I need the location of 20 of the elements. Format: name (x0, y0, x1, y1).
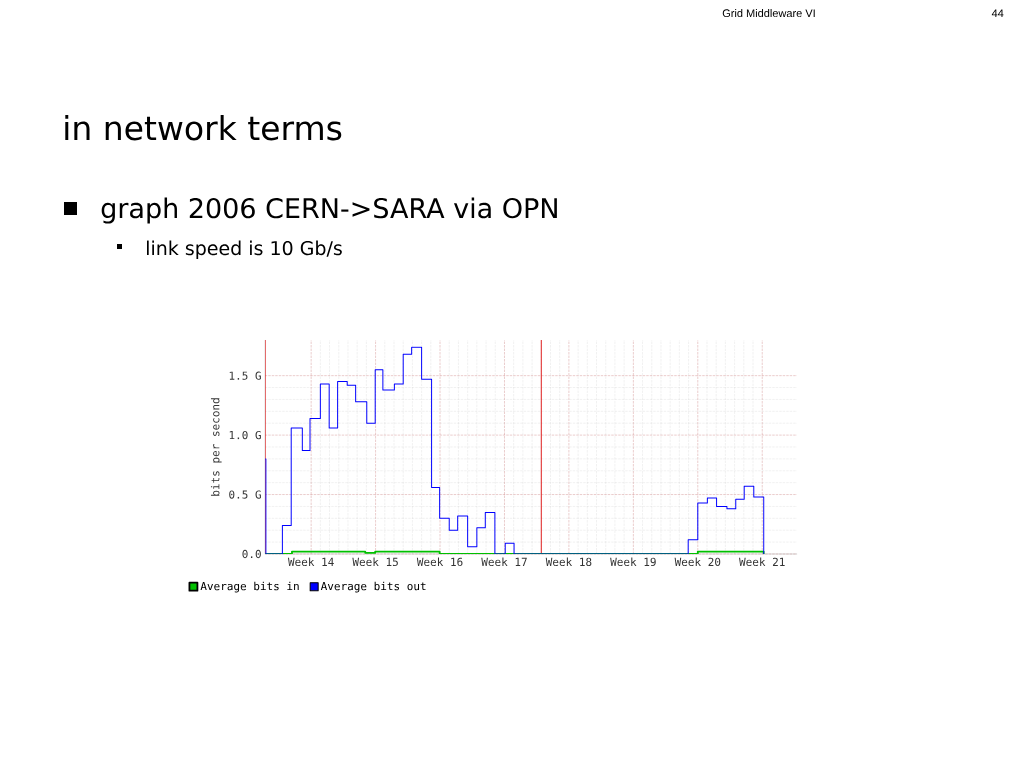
chart-subtitle: graph 2006 CERN->SARA via OPN (101, 197, 557, 224)
y-tick-label: 0.5 G (229, 490, 261, 499)
text: link speed is 10 Gb/s (146, 240, 342, 259)
x-tick-label: Week 14 (287, 557, 334, 567)
y-tick-label: 1.5 G (229, 371, 261, 380)
x-tick-label: Week 20 (674, 557, 721, 567)
y-tick-label: 0.0 (242, 549, 261, 559)
legend-label: Average bits in (200, 581, 299, 593)
x-tick-label: Week 17 (481, 557, 527, 567)
text: Grid Middleware VI (722, 9, 815, 18)
y-tick-label: 1.0 G (229, 430, 261, 440)
x-tick-label: Week 18 (545, 557, 592, 567)
x-tick-label: Week 16 (416, 557, 463, 567)
x-tick-label: Week 19 (610, 557, 656, 567)
y-axis-title: bits per second (210, 398, 222, 496)
legend-label: Average bits out (320, 581, 426, 593)
x-tick-label: Week 15 (352, 557, 398, 567)
x-tick-label: Week 21 (739, 557, 785, 567)
chart-title: in network terms (65, 114, 342, 141)
text: 44 (991, 9, 1004, 17)
